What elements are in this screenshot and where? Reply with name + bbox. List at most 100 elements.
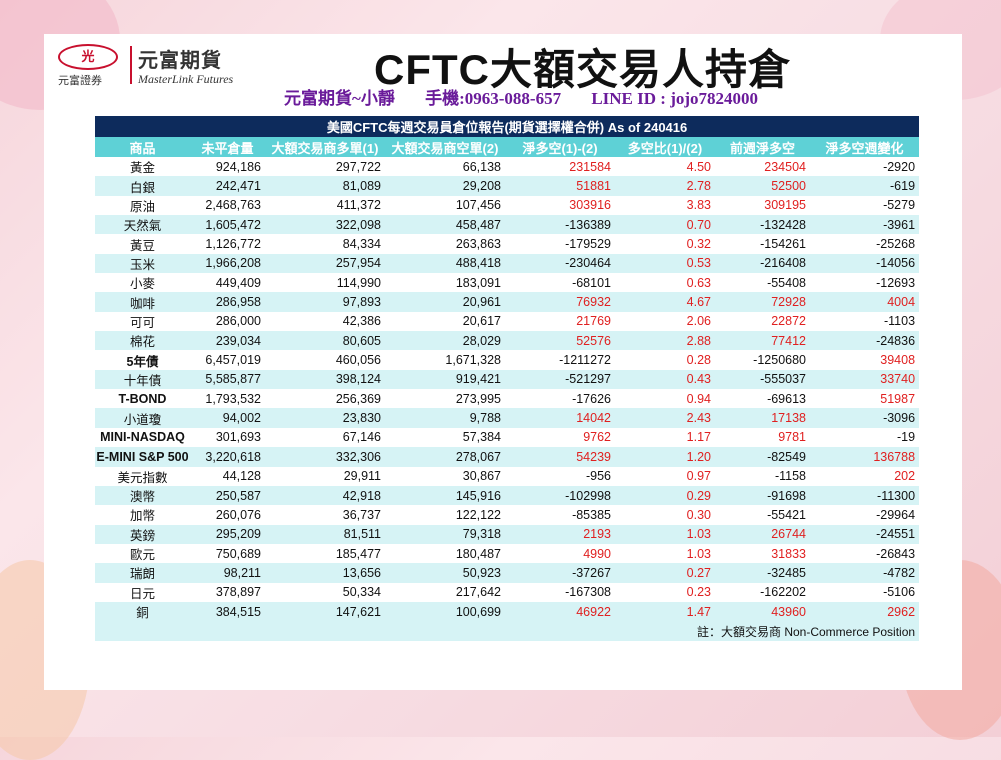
cell-chg: 51987	[810, 389, 920, 409]
cell-oi: 286,000	[190, 311, 265, 332]
table-caption: 美國CFTC每週交易員倉位報告(期貨選擇權合併) As of 240416	[95, 116, 920, 137]
cell-name: 銅	[95, 601, 190, 622]
table-header-row: 商品 未平倉量 大額交易商多單(1) 大額交易商空單(2) 淨多空(1)-(2) 多空比(…	[95, 137, 920, 157]
cell-long: 97,893	[265, 292, 385, 312]
cell-chg: -5279	[810, 195, 920, 216]
cell-long: 398,124	[265, 369, 385, 390]
cell-ratio: 1.03	[615, 524, 715, 544]
logo-company-cn: 元富期貨	[138, 50, 222, 72]
cell-oi: 750,689	[190, 543, 265, 564]
column-header: 大額交易商空單(2)	[385, 137, 505, 157]
cell-name: 澳幣	[95, 485, 190, 506]
table-row: 黃豆 1,126,772 84,334 263,863 -179529 0.32 -1542…	[95, 234, 920, 254]
table-row: 5年債 6,457,019 460,056 1,671,328 -1211272 0.28…	[95, 350, 920, 370]
cell-long: 13,656	[265, 563, 385, 583]
cell-net: 76932	[505, 292, 615, 312]
table-row: 英鎊 295,209 81,511 79,318 2193 1.03 26744 -24551	[95, 524, 920, 544]
cell-short: 100,699	[385, 601, 505, 622]
cell-net: -136389	[505, 215, 615, 235]
table-row: T-BOND 1,793,532 256,369 273,995 -17626 0.94-…	[95, 389, 920, 409]
cell-short: 66,138	[385, 157, 505, 177]
column-header: 大額交易商多單(1)	[265, 137, 385, 157]
cell-prev: -55421	[715, 505, 810, 525]
cell-ratio: 0.70	[615, 215, 715, 235]
contact-phone: 手機:0963-088-657	[425, 89, 562, 108]
cell-prev: 9781	[715, 427, 810, 448]
cell-prev: 52500	[715, 176, 810, 196]
cell-net: -17626	[505, 389, 615, 409]
cell-name: 加幣	[95, 505, 190, 525]
cell-short: 145,916	[385, 485, 505, 506]
cell-net: 51881	[505, 176, 615, 196]
cell-short: 28,029	[385, 331, 505, 351]
cell-short: 263,863	[385, 234, 505, 254]
table-row: 十年債 5,585,877 398,124 919,421 -521297 0.43 -55…	[95, 369, 920, 390]
cell-short: 458,487	[385, 215, 505, 235]
table-row: 天然氣 1,605,472 322,098 458,487 -136389 0.70 -13…	[95, 215, 920, 235]
cell-short: 278,067	[385, 447, 505, 467]
cell-prev: -91698	[715, 485, 810, 506]
table-row: 小麥 449,409 114,990 183,091 -68101 0.63 -55408-…	[95, 273, 920, 293]
cell-long: 50,334	[265, 582, 385, 602]
cell-chg: -1103	[810, 311, 920, 332]
cell-prev: 22872	[715, 311, 810, 332]
cell-oi: 250,587	[190, 485, 265, 506]
cell-prev: -82549	[715, 447, 810, 467]
cell-ratio: 0.23	[615, 582, 715, 602]
cell-prev: -55408	[715, 273, 810, 293]
cell-long: 257,954	[265, 253, 385, 274]
cell-long: 114,990	[265, 273, 385, 293]
cell-prev: 31833	[715, 543, 810, 564]
table-row: MINI-NASDAQ 301,693 67,146 57,384 9762 1.17 97…	[95, 427, 920, 448]
cell-long: 84,334	[265, 234, 385, 254]
logo-divider	[130, 46, 132, 84]
logo-company-en: MasterLink Futures	[138, 72, 234, 86]
column-header: 淨多空週變化	[810, 137, 920, 157]
cell-ratio: 3.83	[615, 195, 715, 216]
cell-short: 488,418	[385, 253, 505, 274]
table-row: 原油 2,468,763 411,372 107,456 303916 3.83 30919…	[95, 195, 920, 216]
table-row: 銅 384,515 147,621 100,699 46922 1.47 43960 2962	[95, 601, 920, 622]
cell-ratio: 4.67	[615, 292, 715, 312]
cell-prev: -216408	[715, 253, 810, 274]
cell-name: 咖啡	[95, 292, 190, 312]
cell-net: -37267	[505, 563, 615, 583]
table-row: 小道瓊 94,002 23,830 9,788 14042 2.43 17138 -3096	[95, 408, 920, 428]
cell-short: 122,122	[385, 505, 505, 525]
cell-prev: -32485	[715, 563, 810, 583]
cell-ratio: 0.29	[615, 485, 715, 506]
table-row: 日元 378,897 50,334 217,642 -167308 0.23 -162202…	[95, 582, 920, 602]
cell-prev: 17138	[715, 408, 810, 428]
cell-oi: 384,515	[190, 601, 265, 622]
table-footnote: 註：大額交易商 Non-Commerce Position	[95, 621, 920, 642]
cell-oi: 1,605,472	[190, 215, 265, 235]
cell-name: 天然氣	[95, 215, 190, 235]
cell-oi: 3,220,618	[190, 447, 265, 467]
table-row: 棉花 239,034 80,605 28,029 52576 2.88 77412 -2483…	[95, 331, 920, 351]
cell-prev: -132428	[715, 215, 810, 235]
cell-short: 919,421	[385, 369, 505, 390]
column-header: 淨多空(1)-(2)	[505, 137, 615, 157]
cell-oi: 5,585,877	[190, 369, 265, 390]
cell-chg: -12693	[810, 273, 920, 293]
cell-chg: -14056	[810, 253, 920, 274]
cell-long: 42,386	[265, 311, 385, 332]
cell-ratio: 0.63	[615, 273, 715, 293]
table-row: 加幣 260,076 36,737 122,122 -85385 0.30 -55421 -2…	[95, 505, 920, 525]
cell-chg: -26843	[810, 543, 920, 564]
cell-ratio: 0.97	[615, 466, 715, 486]
cell-chg: 4004	[810, 292, 920, 312]
cell-name: T-BOND	[95, 389, 190, 409]
table-body: 黃金 924,186 297,722 66,138 231584 4.50 234504 -2…	[95, 157, 920, 622]
cell-ratio: 2.78	[615, 176, 715, 196]
column-header: 商品	[95, 137, 190, 157]
cell-prev: 43960	[715, 601, 810, 622]
cell-short: 20,617	[385, 311, 505, 332]
cell-prev: -154261	[715, 234, 810, 254]
table-row: 可可 286,000 42,386 20,617 21769 2.06 22872 -1103	[95, 311, 920, 332]
cell-prev: -1250680	[715, 350, 810, 370]
cell-chg: -19	[810, 427, 920, 448]
cell-ratio: 0.43	[615, 369, 715, 390]
cell-oi: 301,693	[190, 427, 265, 448]
logo-subtitle: 元富證券	[58, 75, 102, 87]
